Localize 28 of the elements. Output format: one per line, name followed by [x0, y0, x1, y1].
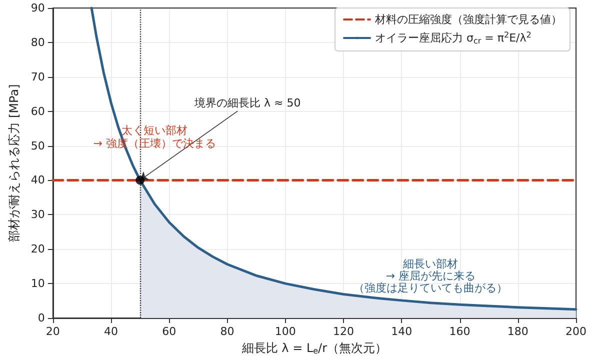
- y-tick-label: 30: [30, 208, 45, 222]
- annotation: 太く短い部材: [122, 124, 188, 137]
- x-tick-label: 20: [46, 325, 60, 338]
- y-tick-label: 80: [30, 36, 45, 49]
- y-axis-title: 部材が耐えられる応力 [MPa]: [7, 84, 21, 242]
- x-tick-label: 140: [391, 325, 412, 338]
- y-tick-label: 10: [30, 277, 45, 290]
- y-tick-label: 20: [30, 242, 45, 256]
- legend-label: 材料の圧縮強度（強度計算で見る値）: [374, 13, 562, 26]
- annotation: （強度は足りていても曲がる）: [354, 282, 508, 295]
- line-series: [90, 6, 578, 311]
- y-tick-label: 60: [30, 104, 45, 118]
- y-tick-label: 0: [38, 312, 45, 324]
- y-tick-label: 90: [30, 2, 45, 14]
- y-tick-label: 40: [30, 174, 45, 187]
- x-tick-label: 40: [104, 325, 118, 338]
- annotation: → 座屈が先に来る: [386, 269, 476, 282]
- annotation: 細長い部材: [402, 257, 458, 270]
- x-tick-label: 200: [566, 325, 586, 338]
- x-tick-label: 100: [274, 325, 296, 338]
- x-tick-label: 160: [449, 325, 470, 338]
- x-tick-label: 80: [220, 325, 234, 338]
- x-tick-label: 180: [507, 325, 528, 338]
- y-tick-label: 50: [30, 139, 45, 152]
- x-tick-label: 60: [162, 325, 176, 338]
- y-tick-label: 70: [30, 70, 45, 84]
- x-tick-label: 120: [333, 325, 354, 338]
- annotation: 境界の細長比 λ ≈ 50: [194, 96, 301, 110]
